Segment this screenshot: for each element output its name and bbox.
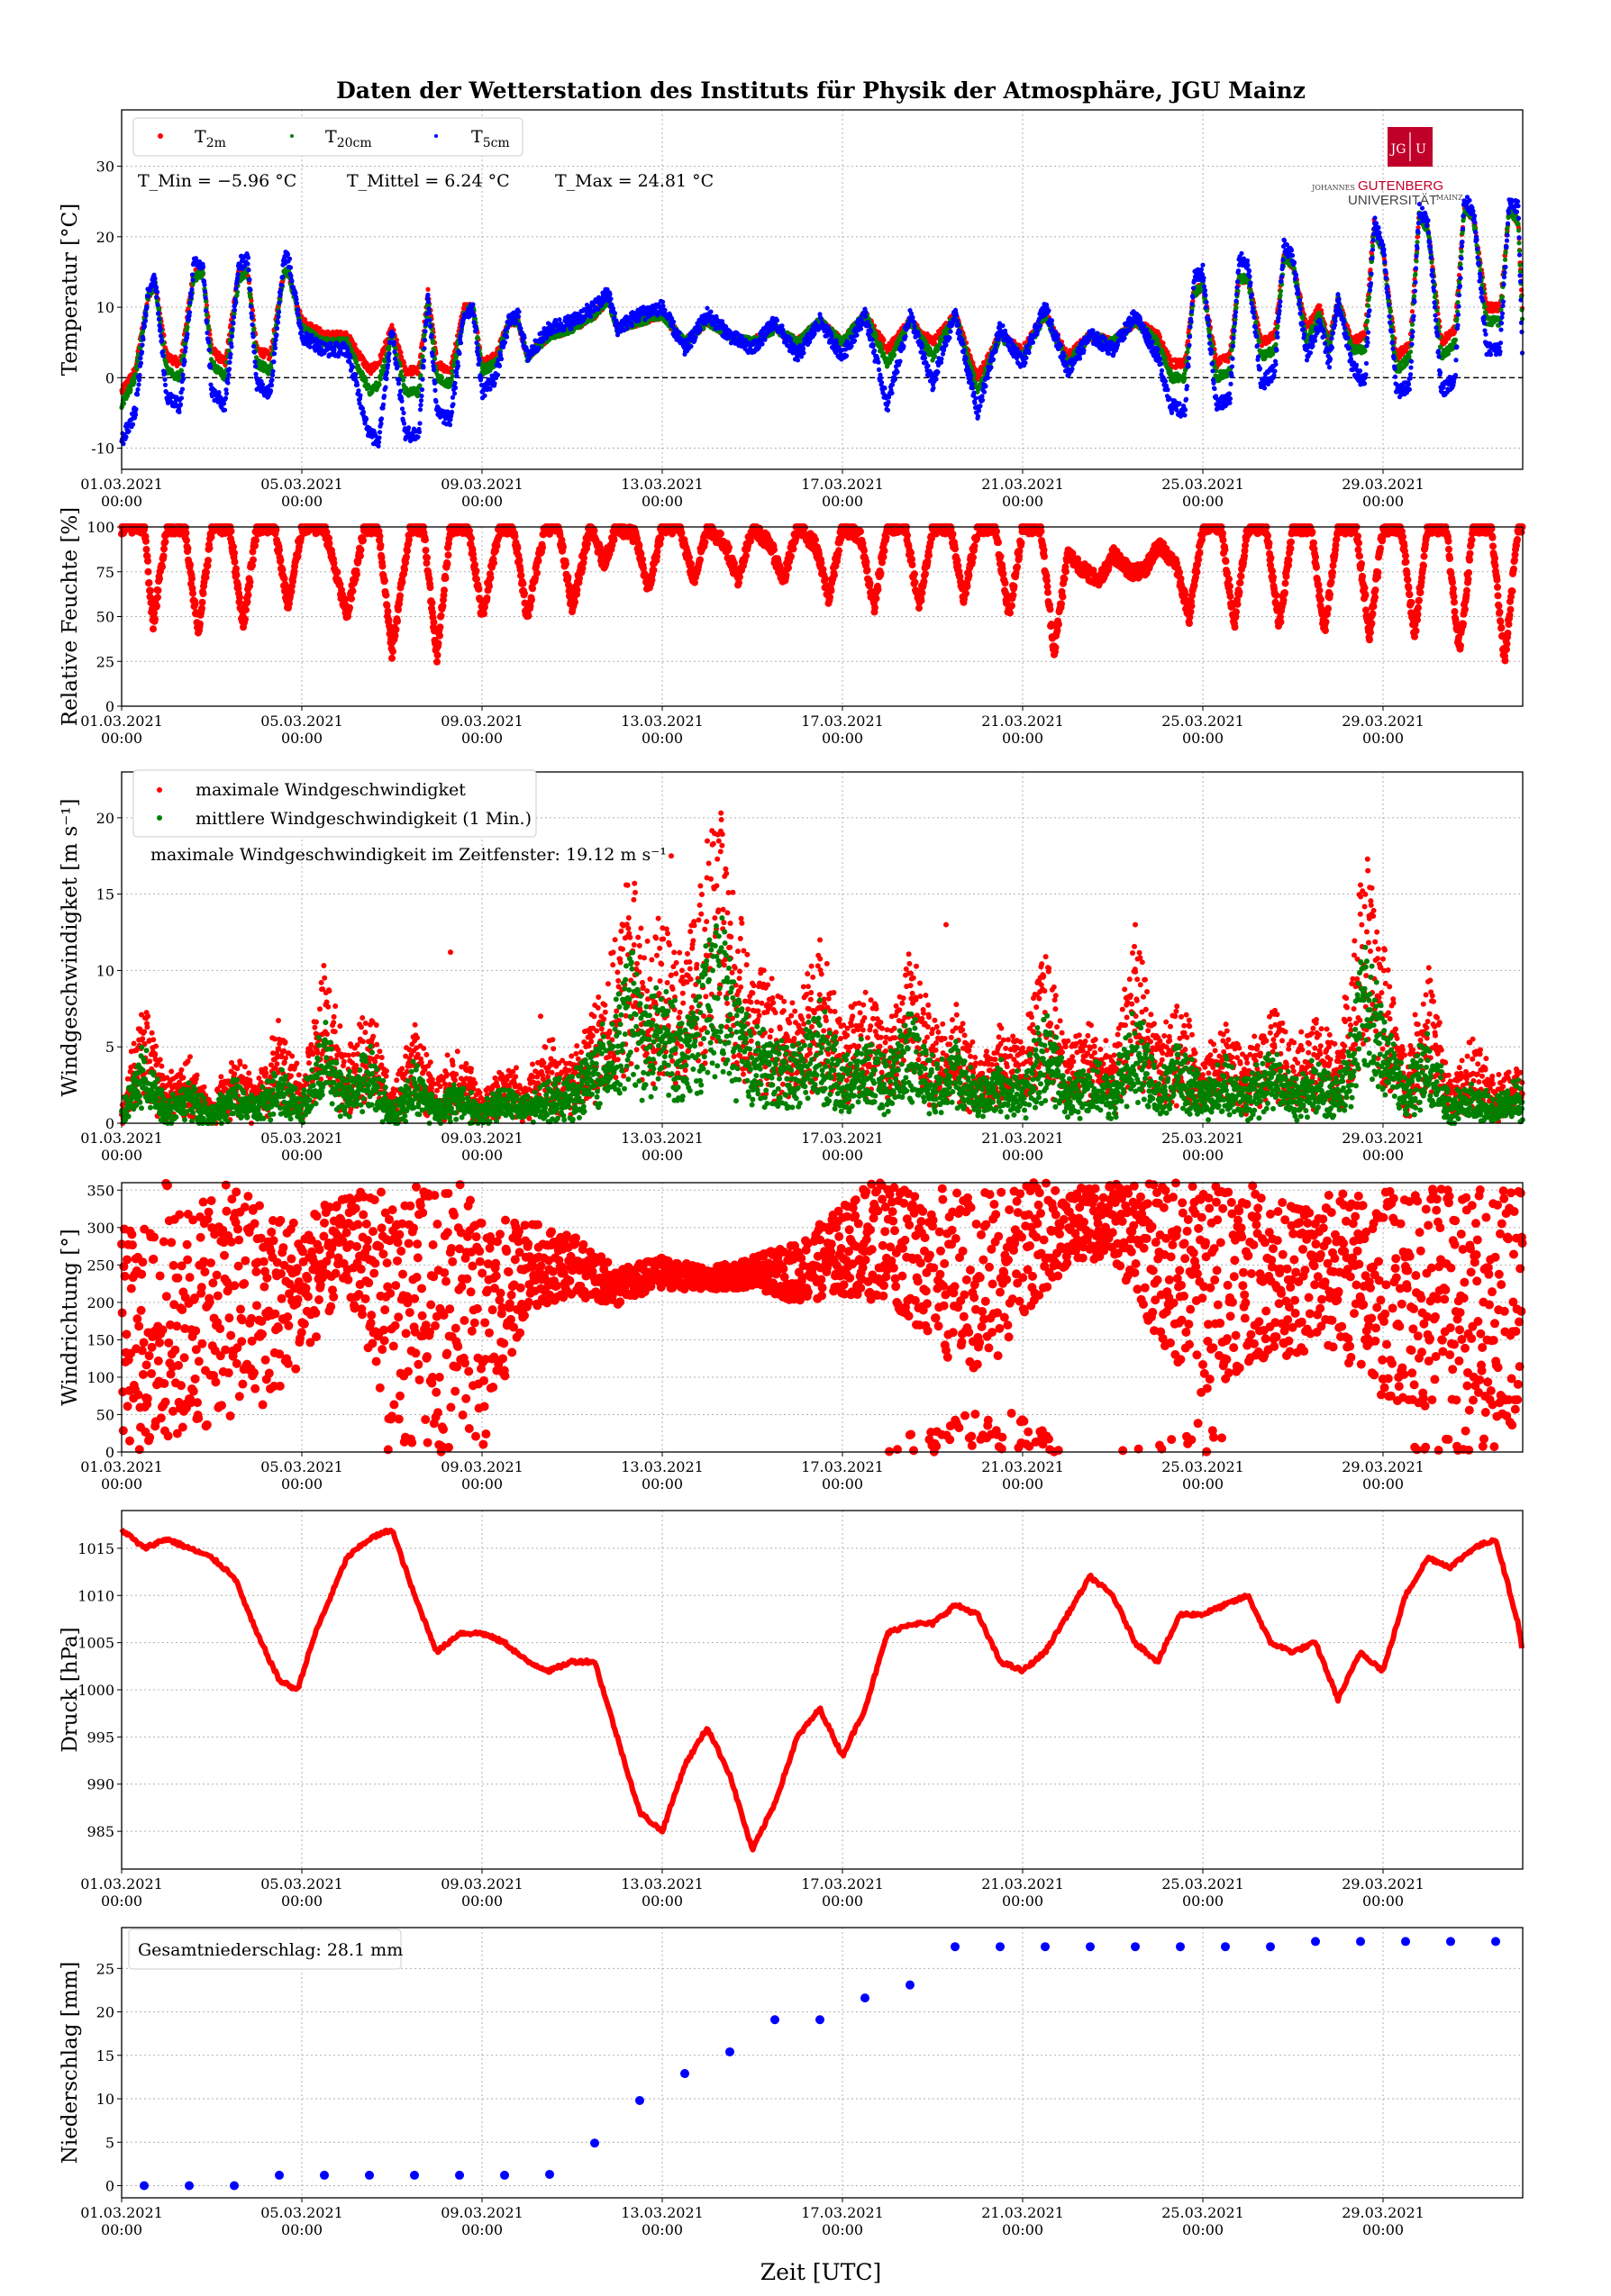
data-point [206, 326, 211, 331]
data-point [417, 383, 422, 387]
data-point [205, 313, 209, 317]
data-point [933, 354, 937, 358]
data-point [338, 330, 342, 334]
data-point [420, 354, 424, 358]
data-point [874, 334, 878, 339]
data-point [401, 377, 405, 382]
data-point [398, 350, 403, 355]
series-t-20cm [119, 203, 1525, 410]
figure-title: Daten der Wetterstation des Instituts fü… [336, 77, 1306, 104]
data-point [201, 270, 205, 275]
data-point [924, 340, 928, 344]
data-point [1186, 339, 1190, 343]
data-point [1218, 360, 1223, 365]
data-point [881, 338, 886, 342]
data-point [344, 336, 349, 340]
temperature-series [119, 195, 1525, 449]
data-point [402, 360, 406, 365]
data-point [251, 327, 256, 331]
series-t-2m [119, 204, 1525, 395]
data-point [431, 340, 435, 345]
data-point [354, 359, 359, 364]
grid [122, 110, 1523, 469]
data-point [475, 335, 479, 340]
data-point [377, 383, 381, 387]
data-point [892, 352, 897, 357]
data-point [352, 342, 357, 347]
data-point [1167, 353, 1171, 358]
data-point [179, 368, 184, 373]
data-point [425, 287, 430, 292]
data-point [418, 373, 423, 377]
data-point [128, 387, 132, 392]
data-point [122, 401, 126, 405]
data-point [1410, 309, 1415, 313]
data-point [440, 376, 444, 380]
data-point [1317, 304, 1322, 308]
data-point [378, 377, 383, 381]
data-point [451, 374, 455, 378]
data-point [399, 369, 404, 374]
data-point [185, 324, 189, 329]
data-point [248, 295, 252, 299]
